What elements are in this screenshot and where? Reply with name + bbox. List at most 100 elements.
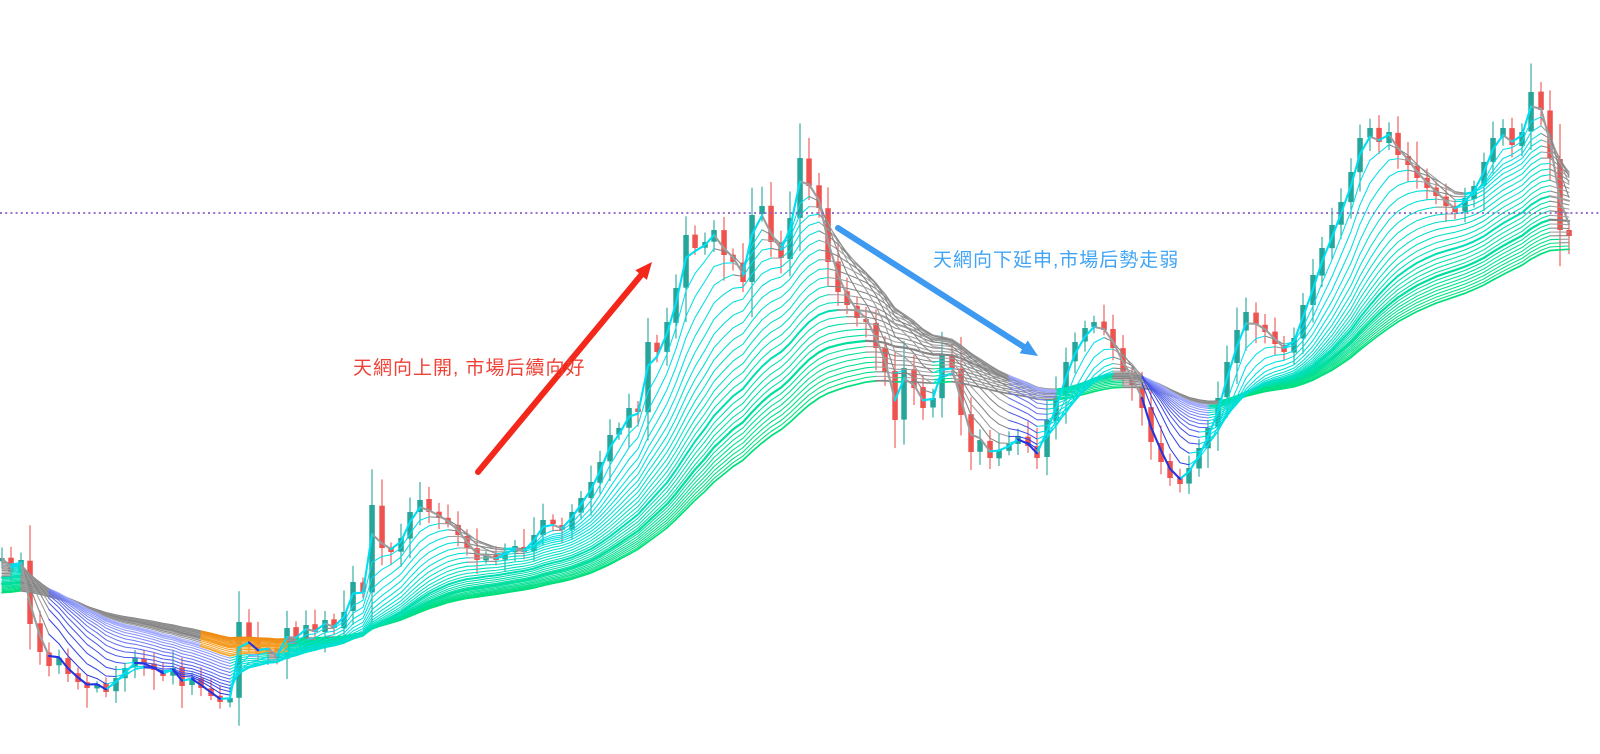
ma-line-segment	[9, 105, 1533, 700]
ma-line-segment	[1, 245, 1570, 640]
candle-body	[322, 620, 328, 632]
candle-body	[65, 658, 71, 674]
candle-body	[379, 505, 385, 548]
candle-body	[930, 398, 936, 408]
candle-body	[996, 450, 1002, 459]
ma-line-segment	[1, 132, 1570, 611]
candle-body	[825, 208, 831, 262]
candle-body	[892, 371, 898, 420]
candle-body	[189, 678, 195, 685]
candle-body	[331, 619, 337, 628]
ma-line-segment	[1, 157, 1570, 594]
candle-body	[46, 652, 52, 666]
candle-body	[407, 512, 413, 539]
down-trend-arrow	[835, 225, 1038, 356]
candle-body	[787, 218, 793, 259]
candle-body	[312, 624, 318, 632]
ma-line-segment	[20, 227, 1570, 644]
candle-body	[350, 582, 356, 611]
up-trend-arrow-shaft	[475, 272, 645, 475]
candle-body	[103, 683, 109, 692]
ma-line-segment	[1, 242, 1561, 641]
candle-body	[502, 552, 508, 560]
ma-line-segment	[10, 151, 1542, 680]
candle-body	[749, 215, 755, 282]
candle-body	[854, 305, 860, 318]
candle-body	[616, 428, 622, 435]
ma-line-segment	[10, 116, 1542, 696]
candle-body	[1395, 132, 1401, 155]
candle-body	[1243, 312, 1249, 331]
candle-body	[1367, 128, 1373, 138]
ma-line-segment	[20, 238, 1570, 642]
candle-body	[1091, 322, 1097, 327]
candle-body	[977, 440, 983, 452]
ma-line-segment	[1, 223, 1551, 645]
candle-body	[417, 500, 423, 512]
ma-line-segment	[10, 157, 1542, 677]
candle-body	[56, 658, 62, 666]
ma-line-segment	[20, 375, 1219, 640]
ma-line-segment	[200, 630, 288, 641]
candle-body	[1376, 127, 1382, 142]
candle-body	[987, 440, 993, 458]
candle-body	[1500, 128, 1506, 138]
ma-line-segment	[200, 634, 288, 644]
ma-line-segment	[1, 238, 1561, 642]
ma-line-segment	[10, 132, 1542, 690]
candle-body	[1300, 305, 1306, 339]
ma-line-segment	[10, 139, 1542, 687]
candle-body	[1386, 132, 1392, 144]
up-trend-arrow	[475, 262, 652, 475]
candle-body	[341, 612, 347, 629]
ma-line-segment	[1, 125, 1570, 658]
ma-line-segment	[48, 374, 1200, 690]
candle-body	[1509, 128, 1515, 145]
candle-body	[569, 512, 575, 530]
candle-body	[1557, 159, 1563, 230]
candle-body	[721, 230, 727, 255]
candle-body	[664, 322, 670, 352]
candle-body	[1462, 198, 1468, 212]
ma-line-segment	[47, 396, 1182, 700]
candle-body	[768, 205, 774, 242]
candle-body	[806, 158, 812, 186]
ma-line-segment	[1, 214, 1551, 647]
candle-body	[759, 206, 765, 215]
ma-line-segment	[48, 377, 1209, 667]
candle-body	[246, 622, 252, 640]
candle-body	[141, 658, 147, 664]
candle-body	[531, 535, 537, 552]
candle-body	[293, 627, 299, 638]
candle-body	[1177, 477, 1183, 484]
candle-body	[1006, 444, 1012, 451]
candle-body	[426, 499, 432, 512]
ma-line-segment	[10, 162, 1551, 674]
ma-line-segment	[20, 223, 1570, 645]
candle-body	[844, 291, 850, 305]
candle-body	[797, 158, 803, 218]
candle-body	[654, 342, 660, 352]
candle-body	[920, 387, 926, 408]
ma-line-segment	[48, 376, 1200, 683]
candle-body	[1082, 328, 1088, 342]
candle-body	[1566, 230, 1572, 236]
ma-line-segment	[20, 200, 1570, 591]
candle-body	[1101, 321, 1107, 330]
ma-line-segment	[1, 151, 1570, 596]
ma-line-segment	[1, 145, 1570, 599]
candle-body	[1528, 92, 1534, 132]
candle-body	[303, 625, 309, 639]
candle-body	[198, 678, 204, 688]
ma-line-segment	[1, 190, 1570, 655]
candle-body	[939, 355, 945, 399]
ma-line-segment	[1, 227, 1551, 644]
candle-body	[1110, 329, 1116, 348]
candle-body	[901, 368, 907, 420]
candle-body	[388, 548, 394, 552]
ma-line-segment	[1, 235, 1551, 642]
down-trend-arrow-head	[1019, 340, 1038, 356]
down-trend-arrow-shaft	[835, 225, 1027, 350]
